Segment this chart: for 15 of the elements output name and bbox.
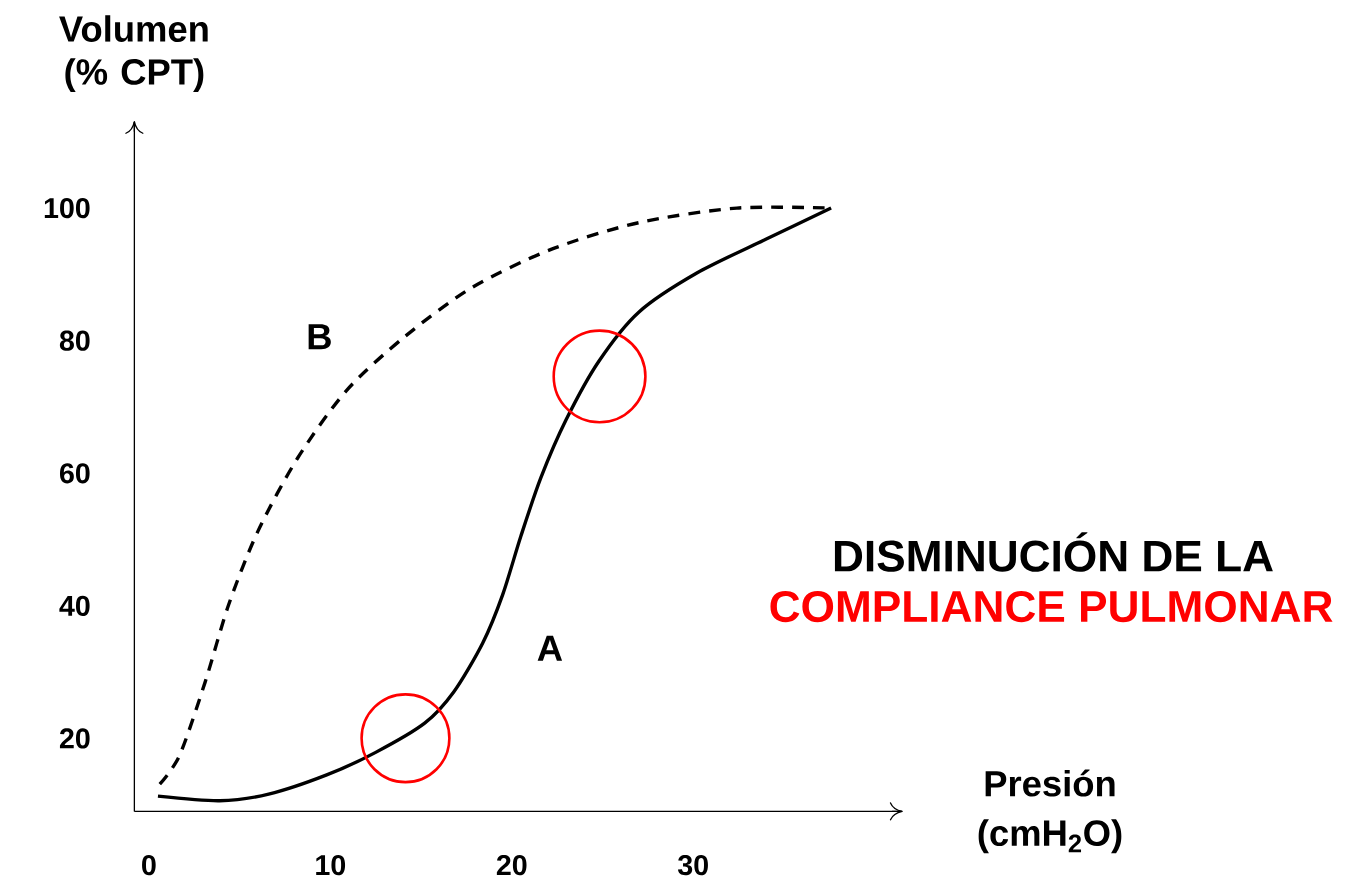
series-label: B <box>308 323 331 350</box>
y-tick-label: 60 <box>59 462 90 484</box>
y-tick-label: 100 <box>44 197 90 219</box>
x-tick-label: 20 <box>496 854 527 876</box>
x-axis-title: Presión (cmH$_{2}$O) <box>978 769 1122 853</box>
series-label: A <box>537 635 563 661</box>
x-tick-label: 10 <box>316 854 346 876</box>
x-tick-label: 30 <box>677 854 708 876</box>
annotation: COMPLIANCE PULMONAR <box>770 590 1333 623</box>
y-tick-label: 40 <box>59 595 90 616</box>
annotation: DISMINUCIÓN DE LA <box>834 531 1273 572</box>
y-tick-label: 20 <box>59 728 90 749</box>
y-tick-label: 80 <box>59 330 90 351</box>
x-tick-label: 0 <box>142 854 156 876</box>
y-axis-title: Volumen (% CPT) <box>59 15 208 92</box>
